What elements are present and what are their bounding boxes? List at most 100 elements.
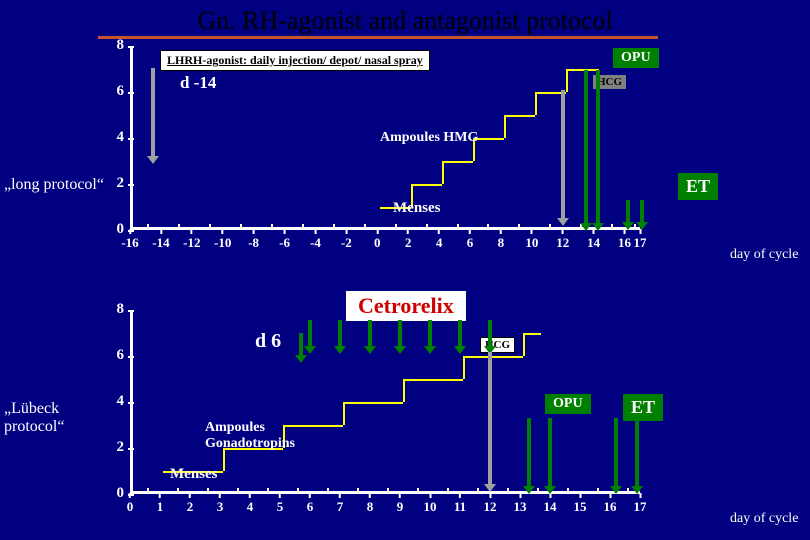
minor-tick [364,224,366,230]
xtick: 13 [514,499,527,515]
xtick: 15 [574,499,587,515]
step-rise [566,69,568,92]
xtick: 4 [436,235,443,251]
xtick: 12 [484,499,497,515]
page-title: Gn. RH-agonist and antagonist protocol [0,6,810,36]
minor-tick [518,224,520,230]
minor-tick [611,224,613,230]
minor-tick [395,224,397,230]
xtick: -2 [341,235,352,251]
xtick: 3 [217,499,224,515]
step-segment [523,333,541,335]
lhrh-pill-box: LHRH-agonist: daily injection/ depot/ na… [160,50,430,71]
xtick: 8 [498,235,505,251]
ytick: 0 [100,485,124,502]
hcg-arrow-icon [561,90,565,220]
step-segment [411,184,442,186]
minor-tick [487,224,489,230]
step-rise [343,402,345,425]
arrow-down-icon [635,418,639,488]
xtick: 14 [587,235,600,251]
arrow-down-icon [428,320,432,348]
minor-tick [426,224,428,230]
minor-tick [549,224,551,230]
arrow-down-icon [584,70,588,225]
step-rise [442,161,444,184]
arrow-down-icon [527,418,531,488]
xtick: 0 [127,499,134,515]
arrow-down-icon [299,333,303,357]
xtick: 16 [604,499,617,515]
xtick: -10 [214,235,231,251]
xtick: -8 [248,235,259,251]
minor-tick [209,224,211,230]
opu-label-2: OPU [545,394,591,414]
xtick: 12 [556,235,569,251]
minor-tick [447,488,449,494]
xtick: -12 [183,235,200,251]
step-rise [535,92,537,115]
arrow-down-icon [548,418,552,488]
minor-tick [417,488,419,494]
hcg-arrow-icon [151,68,155,158]
arrow-down-icon [640,200,644,224]
lubeck-protocol-label-2: protocol“ [4,418,104,436]
xtick: 2 [405,235,412,251]
minor-tick [507,488,509,494]
title-underline [98,36,658,39]
ytick: 8 [100,37,124,54]
arrow-down-icon [368,320,372,348]
lubeck-protocol-label-1: „Lübeck [4,400,104,418]
xtick: 6 [307,499,314,515]
step-rise [523,333,525,356]
minor-tick [597,488,599,494]
arrow-down-icon [398,320,402,348]
xtick: -16 [121,235,138,251]
step-rise [463,356,465,379]
step-segment [566,69,581,71]
minor-tick [207,488,209,494]
xtick: 6 [467,235,474,251]
minor-tick [147,224,149,230]
arrow-down-icon [596,70,600,225]
xtick: 11 [454,499,466,515]
xtick: 16 [618,235,631,251]
minor-tick [178,224,180,230]
step-segment [463,356,523,358]
minor-tick [627,488,629,494]
xtick: 9 [397,499,404,515]
step-rise [504,115,506,138]
minor-tick [177,488,179,494]
xtick: 17 [634,499,647,515]
menses-label-2: Menses [170,466,218,483]
minor-tick [327,488,329,494]
long-protocol-label: „long protocol“ [4,176,104,194]
xtick: 7 [337,499,344,515]
ytick: 8 [100,301,124,318]
hcg-arrow-icon [488,352,492,486]
ytick: 4 [100,393,124,410]
xlabel-2: day of cycle [730,511,798,527]
xlabel-1: day of cycle [730,247,798,263]
xtick: 14 [544,499,557,515]
step-segment [283,425,343,427]
step-segment [343,402,403,404]
minor-tick [297,488,299,494]
step-segment [504,115,535,117]
arrow-down-icon [626,200,630,224]
minor-tick [240,224,242,230]
xtick: -4 [310,235,321,251]
minor-tick [147,488,149,494]
opu-label-1: OPU [613,48,659,68]
minor-tick [302,224,304,230]
minor-tick [333,224,335,230]
step-segment [403,379,463,381]
xtick: 17 [634,235,647,251]
xtick: -14 [152,235,169,251]
minor-tick [537,488,539,494]
xtick: 8 [367,499,374,515]
xtick: 10 [525,235,538,251]
ytick: 6 [100,347,124,364]
minor-tick [387,488,389,494]
arrow-down-icon [488,320,492,348]
